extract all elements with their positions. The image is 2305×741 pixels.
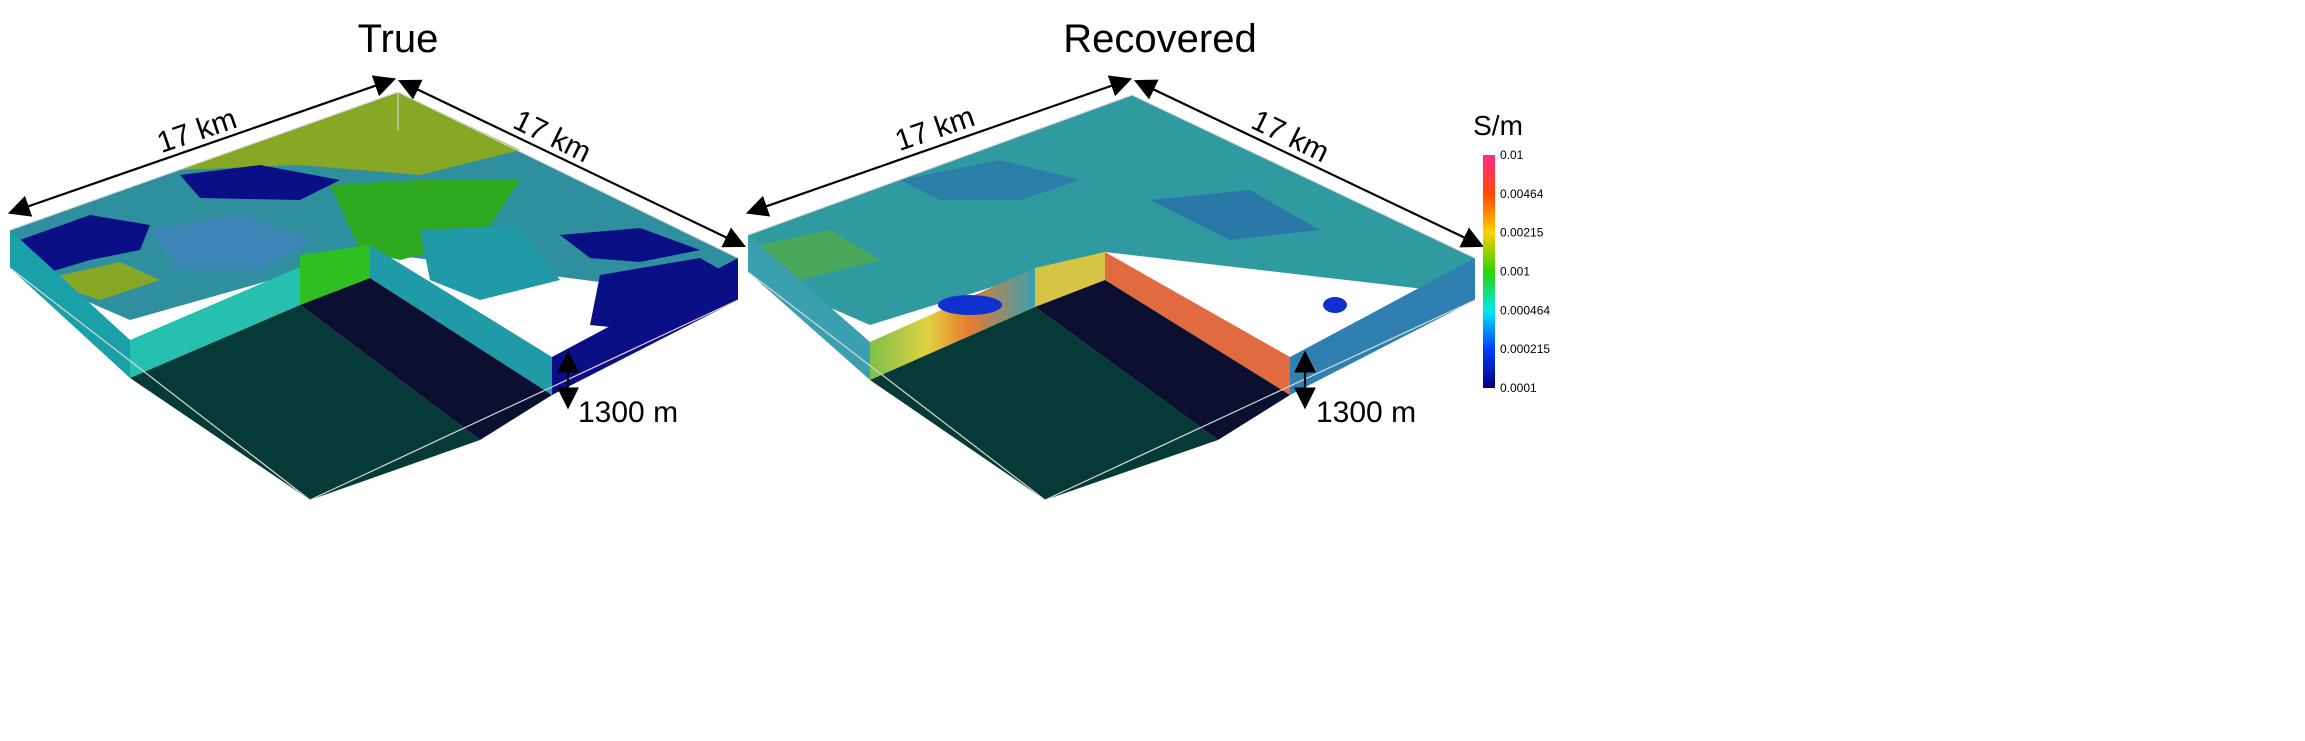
colorbar-unit: S/m [1473,110,1523,141]
true-cutout-floor [130,305,480,500]
recovered-anomaly-blue-2 [1323,297,1347,313]
true-front-right-face [552,258,738,395]
true-cut-face-c [370,245,552,395]
recovered-width-arrow-right [1134,79,1484,248]
true-title: True [358,17,439,61]
true-width-arrow-left [7,75,397,217]
recovered-panel: Recovered 17 km 17 km 1300 m [745,17,1484,501]
recovered-front-left-face [748,235,870,380]
colorbar-tick-label: 0.01 [1500,148,1524,162]
recovered-cutout-back [1035,280,1290,440]
recovered-cutout-floor [870,307,1218,500]
colorbar-tick-label: 0.000215 [1500,342,1550,356]
colorbar-tick-label: 0.00215 [1500,226,1544,240]
recovered-patch-green-1 [760,230,880,280]
true-cutout-back [300,278,552,440]
true-width-label-left: 17 km [153,102,241,160]
colorbar-tick-label: 0.00464 [1500,187,1544,201]
recovered-cut-face-b [1035,252,1105,307]
colorbar: S/m 0.01 0.00464 0.00215 0.001 0.000464 0.000… [1473,110,1550,395]
recovered-title: Recovered [1063,17,1256,61]
recovered-cut-face-c [1105,252,1290,395]
true-patch-darkblue-2 [20,215,150,275]
recovered-front-right-face [1290,258,1475,395]
true-width-arrow-right [398,79,746,248]
colorbar-tick-label: 0.000464 [1500,303,1550,317]
colorbar-gradient [1483,155,1495,388]
recovered-anomaly-blue [938,295,1002,315]
true-panel: True 17 km [7,17,746,501]
colorbar-ticks: 0.01 0.00464 0.00215 0.001 0.000464 0.000215 0… [1500,148,1550,395]
colorbar-tick-label: 0.0001 [1500,381,1537,395]
recovered-cut-face-a [870,268,1035,380]
true-patch-midblue [150,215,310,270]
colorbar-tick-label: 0.001 [1500,265,1530,279]
true-depth-label: 1300 m [578,396,678,429]
recovered-depth-label: 1300 m [1316,396,1416,429]
true-patch-darkblue-4 [590,258,730,330]
true-patch-olive-2 [40,262,160,300]
true-cut-face-b [300,245,370,305]
recovered-width-arrow-left [745,75,1133,217]
true-front-left-face [10,230,130,378]
true-cut-face-a [130,267,300,378]
recovered-width-label-left: 17 km [891,100,979,158]
